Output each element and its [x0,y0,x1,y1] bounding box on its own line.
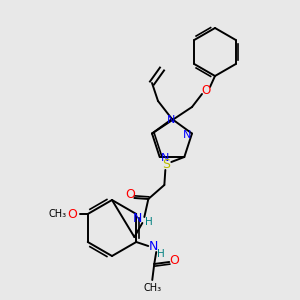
Text: H: H [158,249,165,259]
Text: O: O [169,254,179,268]
Text: O: O [67,208,77,220]
Text: CH₃: CH₃ [49,209,67,219]
Text: N: N [167,115,175,125]
Text: N: N [133,212,142,226]
Text: N: N [148,241,158,254]
Text: H: H [146,217,153,227]
Text: S: S [162,158,170,172]
Text: CH₃: CH₃ [143,283,161,293]
Text: O: O [125,188,135,202]
Text: N: N [160,153,169,163]
Text: O: O [201,83,211,97]
Text: N: N [183,130,191,140]
